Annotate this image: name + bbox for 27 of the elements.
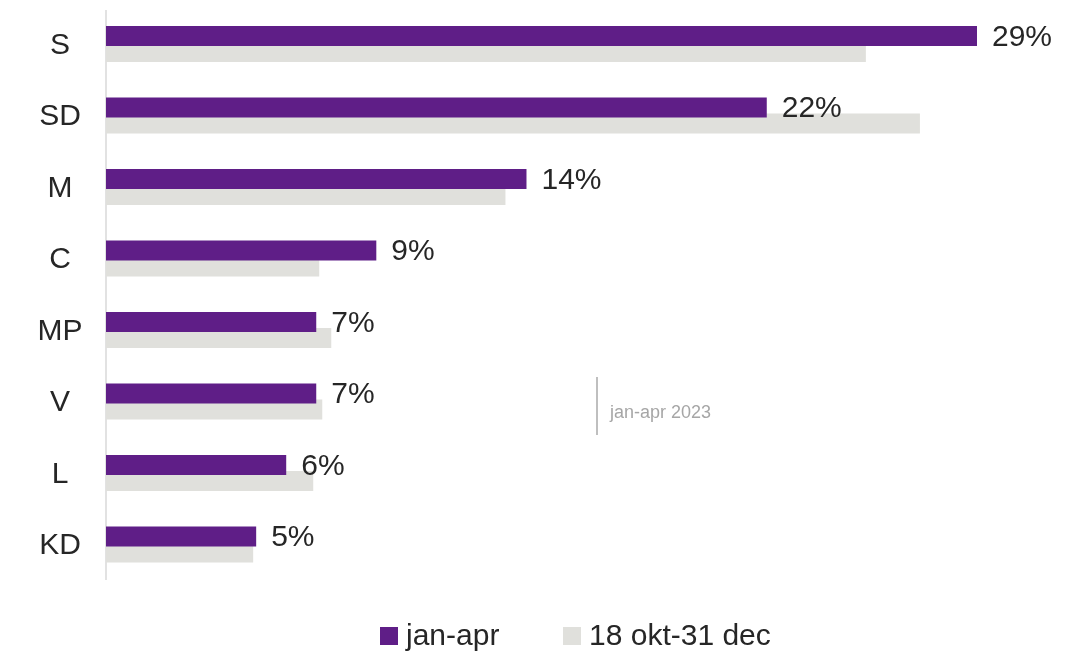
bar bbox=[106, 312, 317, 332]
data-label: 29% bbox=[992, 18, 1053, 52]
data-label: 22% bbox=[781, 90, 842, 124]
bar bbox=[106, 26, 977, 46]
y-tick-label: C bbox=[49, 241, 71, 275]
y-tick-label: L bbox=[51, 455, 69, 489]
data-label: 14% bbox=[541, 161, 602, 195]
bar bbox=[106, 526, 257, 547]
annotation: jan-apr 2023 bbox=[609, 402, 712, 422]
data-label: 6% bbox=[301, 447, 345, 481]
data-label: 5% bbox=[271, 519, 315, 553]
legend-label: jan-apr bbox=[405, 617, 500, 651]
y-tick-label: MP bbox=[37, 312, 83, 346]
y-tick-label: V bbox=[49, 384, 71, 418]
bar bbox=[106, 97, 767, 118]
bar bbox=[106, 383, 317, 404]
bar bbox=[106, 240, 377, 261]
legend-label: 18 okt-31 dec bbox=[589, 617, 771, 651]
data-label: 9% bbox=[391, 233, 435, 267]
bar bbox=[106, 169, 527, 189]
y-tick-label: KD bbox=[39, 527, 81, 561]
data-label: 7% bbox=[331, 304, 375, 338]
bar bbox=[106, 455, 287, 475]
y-tick-label: S bbox=[49, 26, 71, 60]
y-tick-label: SD bbox=[39, 98, 81, 132]
y-tick-label: M bbox=[47, 169, 73, 203]
data-label: 7% bbox=[331, 376, 375, 410]
